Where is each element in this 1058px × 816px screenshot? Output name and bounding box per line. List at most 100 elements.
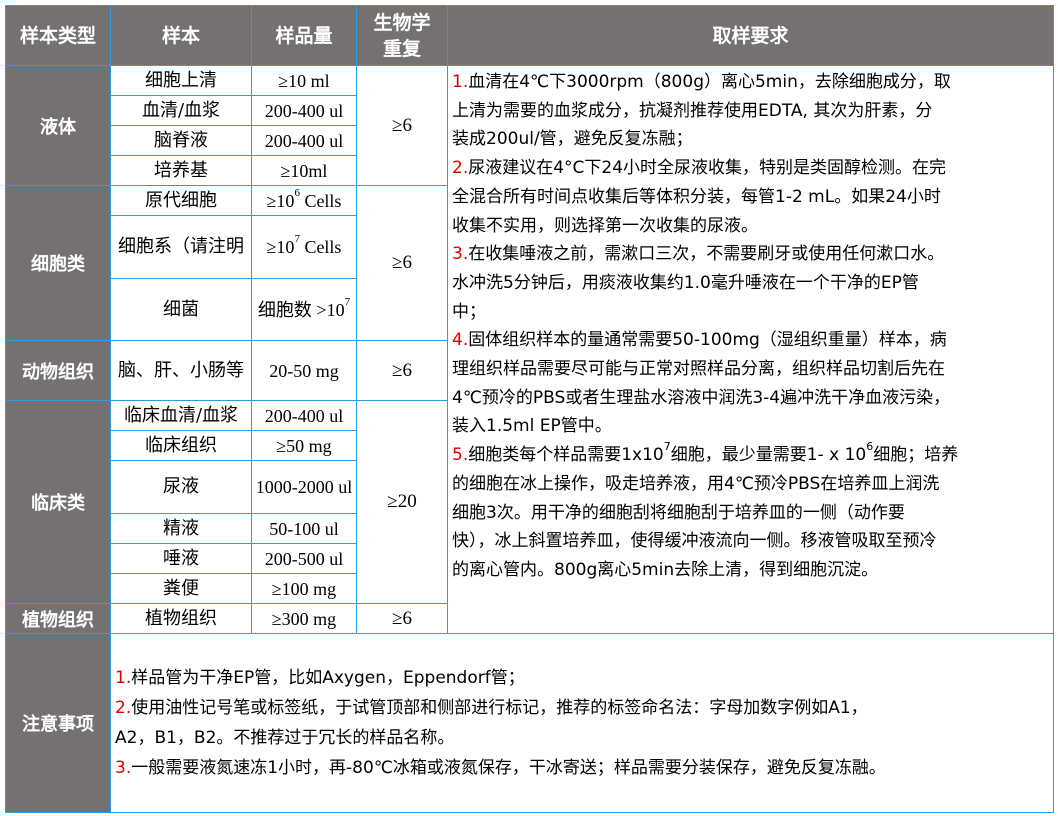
requirement-line: 细胞3次。用干净的细胞刮将细胞刮于培养皿的一侧（动作要 <box>452 502 905 523</box>
requirement-text: 细胞，最少量需要1- x 10 <box>670 445 867 466</box>
sample-name-cell: 精液 <box>110 513 252 544</box>
table-row: 植物组织 植物组织 ≥300 mg ≥6 <box>5 603 1054 634</box>
notes-category-cell: 注意事项 <box>5 633 111 813</box>
requirement-text: 细胞类每个样品需要1x10 <box>468 445 664 466</box>
requirements-cell: 1.血清在4℃下3000rpm（800g）离心5min，去除细胞成分，取上清为需… <box>447 65 1054 634</box>
requirement-line: 收集不实用，则选择第一次收集的尿液。 <box>452 215 758 236</box>
category-cell: 植物组织 <box>5 603 111 634</box>
sample-name-cell: 唾液 <box>110 543 252 574</box>
sample-name-cell: 细胞上清 <box>110 65 252 96</box>
requirement-line: 快），冰上斜置培养皿，使得缓冲液流向一侧。移液管吸取至预冷 <box>452 531 937 552</box>
note-text: 一般需要液氮速冻1小时，再-80℃冰箱或液氮保存，干冰寄送；样品需要分装保存，避… <box>131 758 886 778</box>
quantity-cell: ≥107 Cells <box>251 215 357 279</box>
table-row: 细菌 细胞数 >107 <box>6 278 1054 341</box>
quantity-cell: ≥100 mg <box>251 573 357 604</box>
note-text: 使用油性记号笔或标签纸，于试管顶部和侧部进行标记，推荐的标签命名法：字母加数字例… <box>131 698 868 718</box>
item-number: 1. <box>115 668 132 688</box>
category-cell: 细胞类 <box>5 185 111 341</box>
sample-name-cell: 血清/血浆 <box>110 95 252 126</box>
table-row: 动物组织 脑、肝、小肠等 20-50 mg ≥6 <box>5 340 1054 401</box>
notes-cell: 1.样品管为干净EP管，比如Axygen，Eppendorf管； 2.使用油性记号… <box>110 633 1054 813</box>
requirement-line: 上清为需要的血浆成分，抗凝剂推荐使用EDTA, 其次为肝素，分 <box>452 100 933 121</box>
requirement-text: 在收集唾液之前，需漱口三次，不需要刷牙或使用任何漱口水。 <box>468 244 945 265</box>
replicate-cell: ≥20 <box>356 400 448 604</box>
sample-name-cell: 粪便 <box>110 573 252 604</box>
requirement-line: 装成200ul/管，避免反复冻融； <box>452 129 693 150</box>
sample-name-cell: 细胞系（请注明 <box>110 215 252 279</box>
quantity-cell: 200-400 ul <box>251 125 357 156</box>
note-line: 1.样品管为干净EP管，比如Axygen，Eppendorf管； <box>115 663 1049 693</box>
table-row: 液体 细胞上清 ≥10 ml ≥6 1.血清在4℃下3000rpm（800g）离心5mi… <box>5 65 1054 634</box>
quantity-unit: Cells <box>299 237 342 257</box>
quantity-cell: ≥50 mg <box>251 430 357 461</box>
sample-name-cell: 临床组织 <box>110 430 252 461</box>
category-cell: 临床类 <box>5 400 111 604</box>
requirement-item: 3.在收集唾液之前，需漱口三次，不需要刷牙或使用任何漱口水。 <box>452 240 1049 269</box>
exponent: 6 <box>866 440 874 454</box>
requirement-text: 尿液建议在4°C下24小时全尿液收集，特别是类固醇检测。在完 <box>468 158 947 179</box>
table-row: 脑脊液 200-400 ul <box>6 125 1054 156</box>
requirement-item: 1.血清在4℃下3000rpm（800g）离心5min，去除细胞成分，取 <box>452 68 1049 97</box>
quantity-cell: 细胞数 >107 <box>251 278 357 341</box>
quantity-exponent: 6 <box>294 186 300 199</box>
replicate-cell: ≥6 <box>356 65 448 186</box>
sample-name-cell: 植物组织 <box>110 603 252 634</box>
note-text: A2，B1，B2。不推荐过于冗长的样品名称。 <box>115 728 455 748</box>
item-number: 3. <box>115 758 132 778</box>
quantity-cell: ≥10 ml <box>251 65 357 96</box>
note-line: 3.一般需要液氮速冻1小时，再-80℃冰箱或液氮保存，干冰寄送；样品需要分装保存… <box>115 753 1049 783</box>
sample-name-cell: 原代细胞 <box>110 185 252 216</box>
sample-name-cell: 细菌 <box>110 278 252 341</box>
quantity-text: 细胞数 >10 <box>257 299 345 320</box>
quantity-cell: ≥10ml <box>251 155 357 186</box>
header-quantity: 样品量 <box>251 5 357 66</box>
quantity-unit: Cells <box>299 190 342 211</box>
item-number: 2. <box>115 698 132 718</box>
requirement-text: 细胞；培养 <box>873 445 959 466</box>
header-requirements: 取样要求 <box>447 5 1054 66</box>
quantity-cell: 1000-2000 ul <box>251 460 357 514</box>
note-text: 样品管为干净EP管，比如Axygen，Eppendorf管； <box>131 668 525 688</box>
category-cell: 液体 <box>5 65 111 186</box>
header-row: 样本类型 样本 样品量 生物学重复 取样要求 <box>5 5 1054 66</box>
requirement-item: 2.尿液建议在4°C下24小时全尿液收集，特别是类固醇检测。在完 <box>452 154 1049 183</box>
quantity-text: ≥10 <box>266 190 295 211</box>
exponent: 7 <box>663 440 671 454</box>
requirement-line: 全混合所有时间点收集后等体积分装，每管1-2 mL。如果24小时 <box>452 186 941 207</box>
replicate-cell: ≥6 <box>356 603 448 634</box>
table-row: 唾液 200-500 ul <box>6 543 1054 574</box>
table-row: 临床类 临床血清/血浆 200-400 ul ≥20 <box>5 400 1054 604</box>
category-cell: 动物组织 <box>5 340 111 401</box>
quantity-cell: 200-400 ul <box>251 95 357 126</box>
sample-name-cell: 尿液 <box>110 460 252 514</box>
notes-row: 注意事项 1.样品管为干净EP管，比如Axygen，Eppendorf管； 2.使用… <box>5 633 1054 813</box>
replicate-cell: ≥6 <box>356 340 448 401</box>
quantity-cell: ≥106 Cells <box>251 185 357 216</box>
sample-name-cell: 培养基 <box>110 155 252 186</box>
quantity-cell: 50-100 ul <box>251 513 357 544</box>
requirement-line: 的细胞在冰上操作，吸走培养液，用4℃预冷PBS在培养皿上润洗 <box>452 473 940 494</box>
item-number: 2. <box>452 158 469 179</box>
note-line: A2，B1，B2。不推荐过于冗长的样品名称。 <box>115 723 1049 753</box>
table-row: 尿液 1000-2000 ul <box>6 460 1054 514</box>
item-number: 4. <box>452 330 469 351</box>
header-replicate-text: 生物学重复 <box>373 11 431 60</box>
header-sample: 样本 <box>110 5 252 66</box>
requirement-line: 4℃预冷的PBS或者生理盐水溶液中润洗3-4遍冲洗干净血液污染， <box>452 387 951 408</box>
header-sample-type: 样本类型 <box>5 5 111 66</box>
table-row: 粪便 ≥100 mg <box>6 573 1054 604</box>
quantity-text: ≥10 <box>266 237 295 257</box>
quantity-cell: 20-50 mg <box>251 340 357 401</box>
quantity-exponent: 7 <box>344 295 351 308</box>
sample-name-cell: 脑脊液 <box>110 125 252 156</box>
table-row: 血清/血浆 200-400 ul <box>6 95 1054 126</box>
sample-name-cell: 脑、肝、小肠等 <box>110 340 252 401</box>
requirement-text: 固体组织样本的量通常需要50-100mg（湿组织重量）样本，病 <box>468 330 947 351</box>
quantity-cell: 200-500 ul <box>251 543 357 574</box>
sampling-table: 样本类型 样本 样品量 生物学重复 取样要求 液体 细胞上清 ≥10 ml ≥6 1.血… <box>5 5 1054 813</box>
requirement-item: 4.固体组织样本的量通常需要50-100mg（湿组织重量）样本，病 <box>452 326 1049 355</box>
item-number: 1. <box>452 72 469 92</box>
requirement-line: 装入1.5ml EP管中。 <box>452 416 612 437</box>
table-row: 临床组织 ≥50 mg <box>6 430 1054 461</box>
quantity-cell: 200-400 ul <box>251 400 357 431</box>
